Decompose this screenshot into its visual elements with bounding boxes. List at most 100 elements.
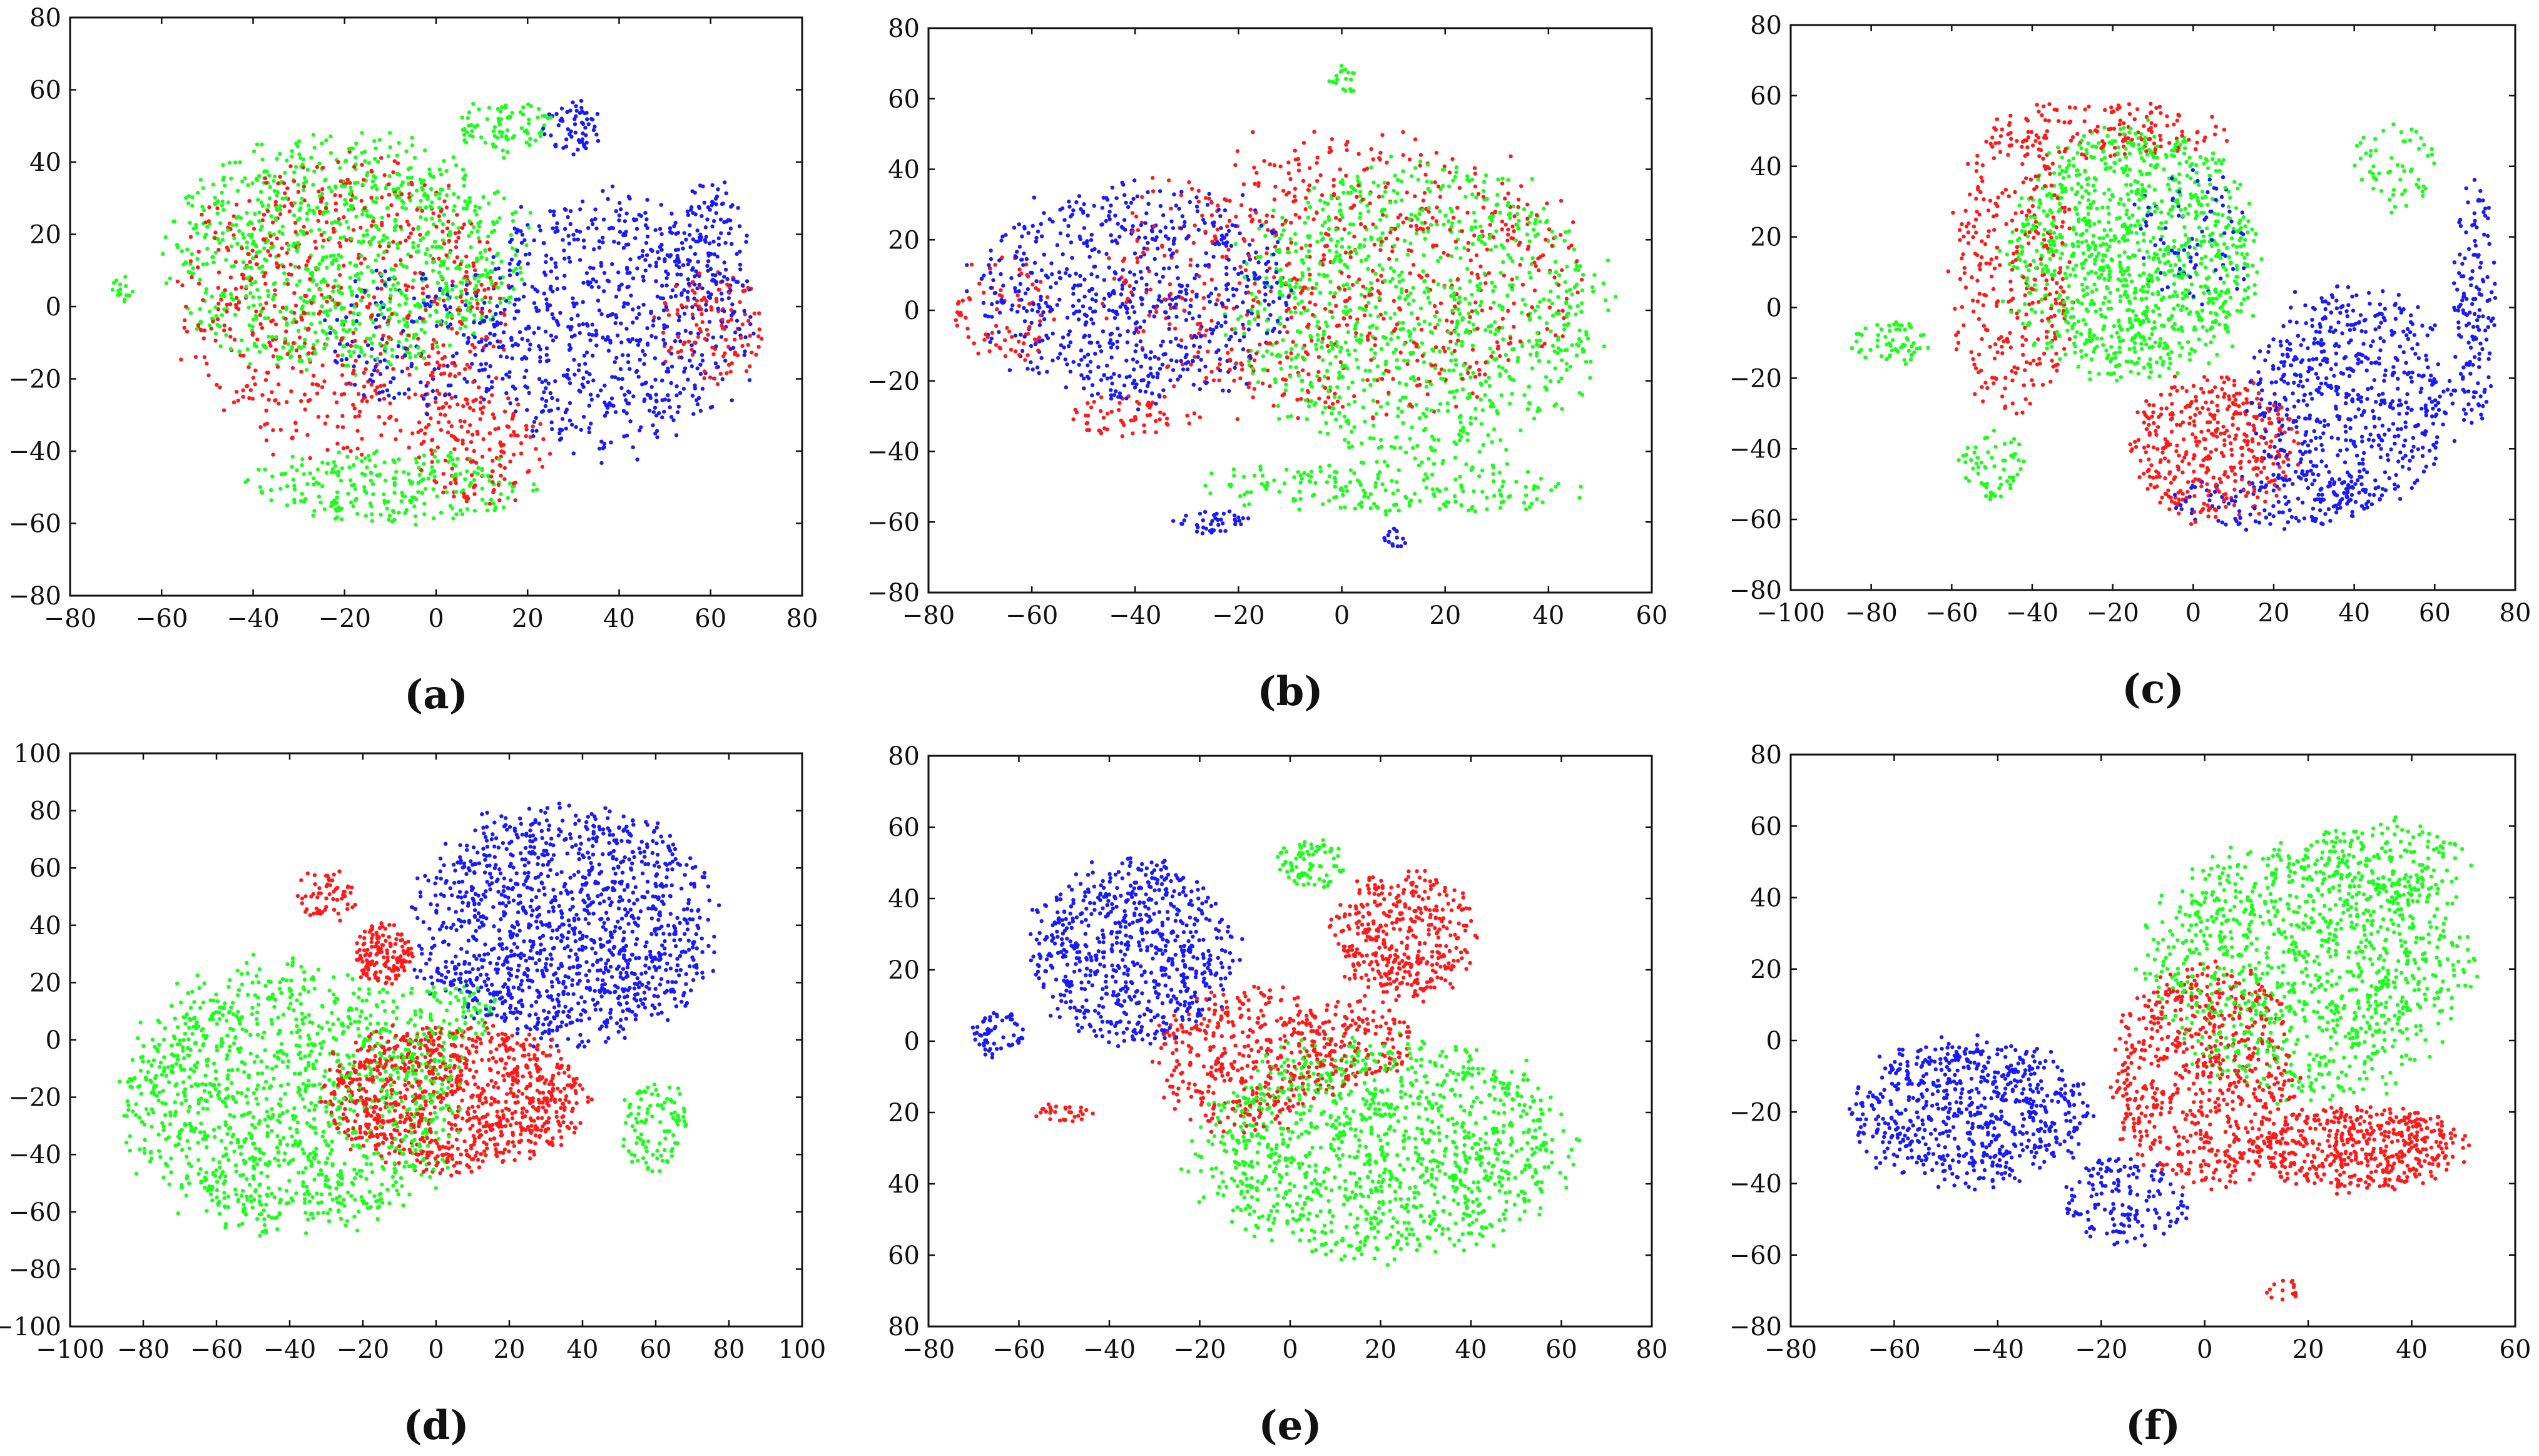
point-series-1 <box>340 358 343 362</box>
point-series-1 <box>617 218 621 222</box>
point-series-1 <box>730 242 733 246</box>
point-series-3 <box>354 215 358 218</box>
point-series-2 <box>541 465 544 469</box>
point-series-2 <box>465 447 469 451</box>
point-series-2 <box>247 396 251 400</box>
point-series-2 <box>468 406 472 410</box>
point-series-3 <box>454 285 458 288</box>
point-series-2 <box>276 181 280 185</box>
point-series-1 <box>377 398 381 402</box>
point-series-3 <box>345 330 349 333</box>
point-series-1 <box>374 318 378 322</box>
point-series-3 <box>459 327 462 330</box>
point-series-2 <box>447 420 450 424</box>
point-series-3 <box>497 216 501 220</box>
point-series-1 <box>611 185 614 188</box>
point-series-1 <box>550 396 554 400</box>
point-series-2 <box>468 423 472 427</box>
point-series-1 <box>610 397 614 400</box>
point-series-3 <box>317 494 321 498</box>
point-series-2 <box>705 328 709 332</box>
point-series-3 <box>285 484 289 488</box>
point-series-2 <box>277 253 280 257</box>
point-series-3 <box>228 161 232 165</box>
point-series-3 <box>521 105 525 109</box>
point-series-1 <box>738 224 741 228</box>
point-series-2 <box>703 337 707 340</box>
point-series-2 <box>450 424 454 428</box>
point-series-3 <box>118 287 122 291</box>
point-series-2 <box>349 449 352 453</box>
point-series-2 <box>332 285 335 289</box>
point-series-3 <box>305 217 309 221</box>
point-series-1 <box>601 189 604 193</box>
point-series-1 <box>552 213 556 217</box>
point-series-2 <box>351 372 355 375</box>
point-series-2 <box>463 367 467 371</box>
point-series-3 <box>395 153 399 157</box>
point-series-1 <box>585 117 589 121</box>
point-series-2 <box>519 441 523 445</box>
point-series-2 <box>498 297 502 300</box>
point-series-1 <box>567 242 571 245</box>
point-series-3 <box>465 206 469 210</box>
point-series-3 <box>473 277 477 280</box>
point-series-1 <box>534 429 538 432</box>
point-series-3 <box>374 464 377 468</box>
point-series-3 <box>257 468 260 472</box>
point-series-3 <box>304 180 308 183</box>
point-series-3 <box>268 185 272 189</box>
point-series-3 <box>389 293 392 297</box>
point-series-1 <box>532 301 536 305</box>
point-series-3 <box>484 268 487 272</box>
point-series-2 <box>387 193 391 196</box>
point-series-3 <box>315 206 319 210</box>
point-series-3 <box>312 278 315 282</box>
point-series-2 <box>183 326 186 330</box>
point-series-1 <box>397 392 401 395</box>
point-series-3 <box>339 479 343 482</box>
point-series-3 <box>285 321 288 325</box>
point-series-3 <box>429 205 433 209</box>
point-series-3 <box>473 209 477 213</box>
point-series-2 <box>705 299 708 303</box>
point-series-1 <box>516 262 520 266</box>
point-series-2 <box>260 326 264 330</box>
point-series-3 <box>429 253 432 257</box>
point-series-1 <box>521 233 524 237</box>
point-series-1 <box>720 292 723 295</box>
point-series-3 <box>285 158 288 162</box>
point-series-3 <box>272 179 275 183</box>
point-series-2 <box>359 262 363 265</box>
point-series-2 <box>437 392 441 395</box>
point-series-2 <box>391 367 395 371</box>
point-series-2 <box>258 322 262 326</box>
point-series-1 <box>593 217 597 221</box>
point-series-3 <box>367 293 370 297</box>
point-series-1 <box>473 353 477 357</box>
point-series-1 <box>634 339 638 342</box>
point-series-3 <box>506 496 510 500</box>
point-series-3 <box>237 215 240 218</box>
point-series-2 <box>429 448 433 452</box>
point-series-3 <box>204 291 208 295</box>
point-series-3 <box>362 353 366 357</box>
point-series-1 <box>626 302 630 305</box>
point-series-3 <box>414 497 418 501</box>
point-series-2 <box>462 222 466 226</box>
point-series-3 <box>511 489 514 493</box>
point-series-3 <box>405 265 409 269</box>
point-series-3 <box>437 218 441 222</box>
point-series-1 <box>559 437 563 440</box>
point-series-1 <box>660 415 664 419</box>
point-series-2 <box>176 280 180 283</box>
point-series-1 <box>637 312 641 316</box>
point-series-1 <box>736 206 740 210</box>
point-series-2 <box>509 434 513 437</box>
point-series-3 <box>444 321 448 325</box>
point-series-3 <box>318 288 322 292</box>
point-series-3 <box>305 368 308 372</box>
point-series-3 <box>317 161 321 165</box>
point-series-2 <box>335 442 339 445</box>
point-series-1 <box>649 311 653 315</box>
